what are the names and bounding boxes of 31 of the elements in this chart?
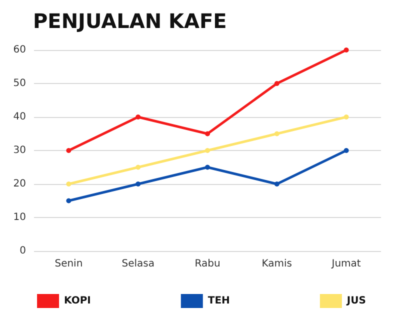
legend-label: TEH bbox=[208, 296, 230, 306]
point bbox=[136, 114, 141, 120]
point bbox=[344, 114, 349, 120]
x-tick-label: Senin bbox=[54, 258, 83, 270]
y-tick-label: 60 bbox=[13, 44, 26, 56]
y-tick-label: 40 bbox=[13, 112, 26, 122]
point bbox=[205, 148, 210, 153]
point bbox=[344, 48, 349, 52]
y-tick-label: 10 bbox=[13, 212, 26, 223]
point bbox=[205, 131, 210, 136]
x-tick-label: Selasa bbox=[122, 258, 154, 270]
x-tick-label: Jumat bbox=[330, 258, 361, 270]
point bbox=[205, 164, 210, 170]
point bbox=[274, 182, 280, 186]
x-tick-label: Rabu bbox=[194, 258, 220, 270]
y-tick-label: 50 bbox=[13, 78, 26, 89]
point bbox=[66, 198, 72, 204]
point bbox=[66, 148, 72, 153]
legend-label: JUS bbox=[346, 296, 366, 306]
chart-title: PENJUALAN KAFE bbox=[33, 9, 227, 33]
point bbox=[274, 81, 280, 86]
x-tick-label: Kamis bbox=[262, 258, 292, 270]
y-tick-label: 0 bbox=[20, 246, 26, 256]
y-tick-label: 20 bbox=[13, 178, 26, 190]
point bbox=[136, 164, 141, 170]
point bbox=[344, 148, 349, 153]
y-tick-label: 30 bbox=[13, 145, 26, 156]
legend-label: KOPI bbox=[64, 296, 91, 306]
point bbox=[136, 182, 141, 186]
point bbox=[66, 182, 72, 186]
point bbox=[274, 131, 280, 136]
